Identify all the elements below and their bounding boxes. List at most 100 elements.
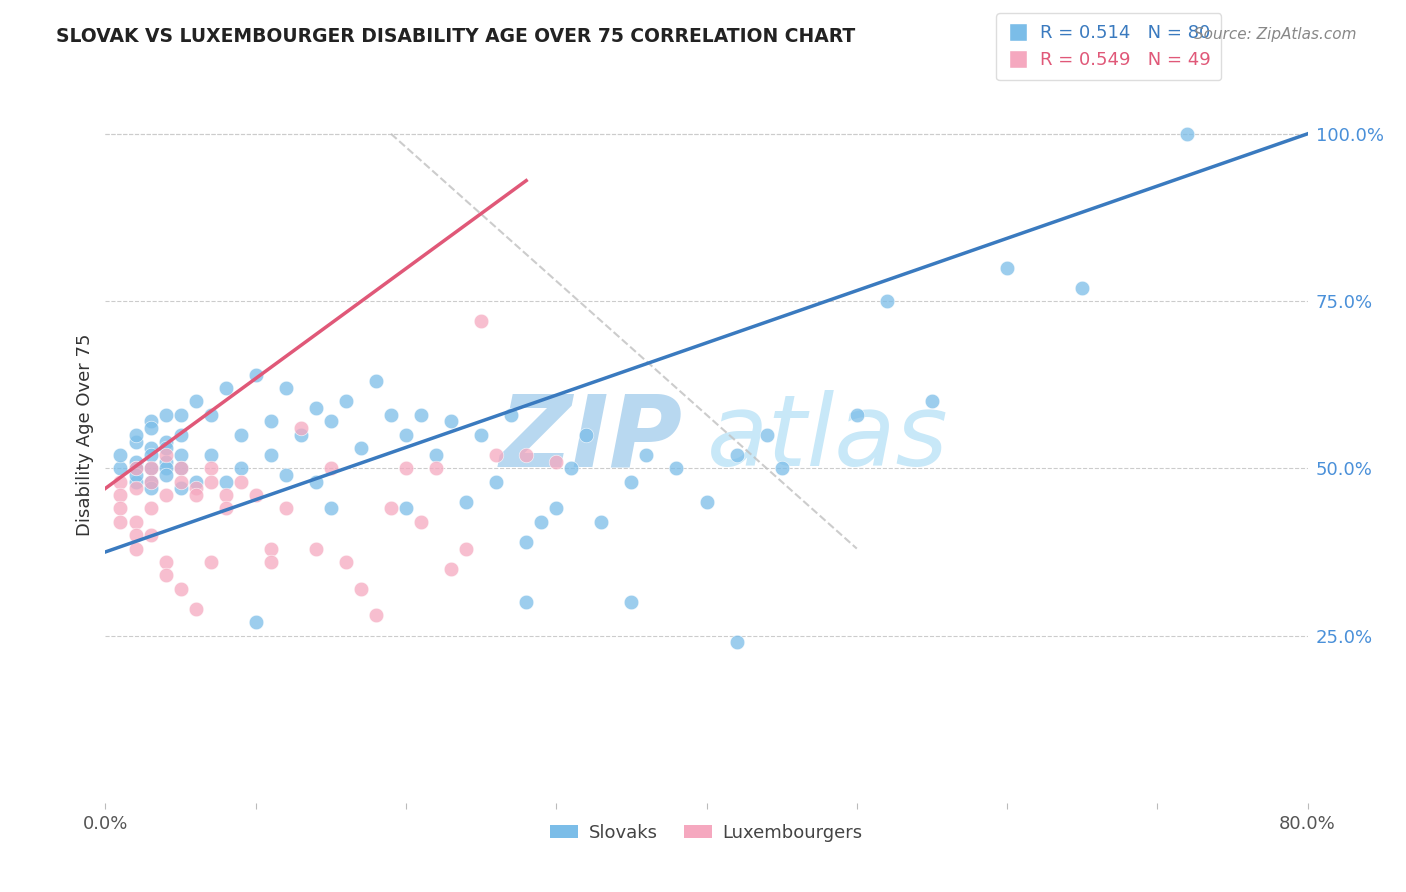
Point [1071, 281, 1094, 295]
Point [290, 421, 312, 435]
Point [155, 568, 177, 582]
Point [470, 314, 492, 328]
Point [845, 408, 868, 422]
Point [155, 488, 177, 502]
Point [364, 375, 387, 389]
Point [305, 475, 328, 489]
Point [139, 421, 162, 435]
Point [319, 415, 342, 429]
Point [124, 461, 146, 475]
Point [229, 428, 252, 442]
Point [260, 415, 283, 429]
Point [245, 368, 267, 382]
Point [440, 415, 463, 429]
Point [876, 294, 898, 309]
Point [319, 501, 342, 516]
Point [501, 408, 523, 422]
Point [155, 448, 177, 462]
Point [515, 595, 537, 609]
Point [214, 381, 236, 395]
Point [290, 428, 312, 442]
Point [260, 555, 283, 569]
Point [305, 541, 328, 556]
Point [770, 461, 793, 475]
Point [470, 428, 492, 442]
Point [636, 448, 658, 462]
Point [335, 555, 357, 569]
Point [110, 501, 132, 516]
Point [229, 461, 252, 475]
Point [200, 448, 222, 462]
Point [155, 461, 177, 475]
Point [440, 562, 463, 576]
Point [409, 515, 432, 529]
Point [350, 442, 373, 456]
Point [575, 428, 598, 442]
Point [274, 501, 297, 516]
Point [139, 475, 162, 489]
Point [169, 475, 191, 489]
Point [665, 461, 688, 475]
Point [725, 448, 748, 462]
Text: Source: ZipAtlas.com: Source: ZipAtlas.com [1194, 27, 1357, 42]
Text: ZIP: ZIP [499, 390, 682, 487]
Legend: Slovaks, Luxembourgers: Slovaks, Luxembourgers [543, 816, 870, 849]
Point [409, 408, 432, 422]
Point [139, 528, 162, 542]
Point [139, 442, 162, 456]
Point [921, 394, 943, 409]
Point [1175, 127, 1198, 141]
Point [995, 260, 1018, 275]
Point [139, 461, 162, 475]
Point [169, 428, 191, 442]
Point [274, 381, 297, 395]
Point [515, 535, 537, 549]
Point [124, 434, 146, 449]
Point [139, 461, 162, 475]
Point [260, 541, 283, 556]
Point [184, 602, 207, 616]
Point [139, 448, 162, 462]
Point [395, 428, 418, 442]
Point [155, 455, 177, 469]
Text: atlas: atlas [707, 390, 948, 487]
Point [169, 582, 191, 596]
Point [454, 494, 477, 508]
Point [260, 448, 283, 462]
Point [110, 515, 132, 529]
Point [305, 401, 328, 416]
Point [335, 394, 357, 409]
Point [155, 555, 177, 569]
Point [169, 482, 191, 496]
Point [139, 501, 162, 516]
Point [214, 475, 236, 489]
Point [124, 468, 146, 483]
Point [620, 475, 643, 489]
Point [169, 461, 191, 475]
Point [169, 408, 191, 422]
Point [124, 455, 146, 469]
Point [755, 428, 778, 442]
Point [110, 461, 132, 475]
Point [200, 555, 222, 569]
Point [214, 501, 236, 516]
Point [184, 488, 207, 502]
Point [155, 468, 177, 483]
Point [319, 461, 342, 475]
Point [485, 448, 508, 462]
Point [591, 515, 613, 529]
Point [485, 475, 508, 489]
Point [169, 448, 191, 462]
Point [696, 494, 718, 508]
Point [546, 455, 568, 469]
Point [546, 501, 568, 516]
Point [139, 475, 162, 489]
Point [364, 608, 387, 623]
Point [124, 515, 146, 529]
Point [200, 475, 222, 489]
Point [214, 488, 236, 502]
Point [245, 488, 267, 502]
Point [155, 442, 177, 456]
Point [124, 475, 146, 489]
Point [124, 428, 146, 442]
